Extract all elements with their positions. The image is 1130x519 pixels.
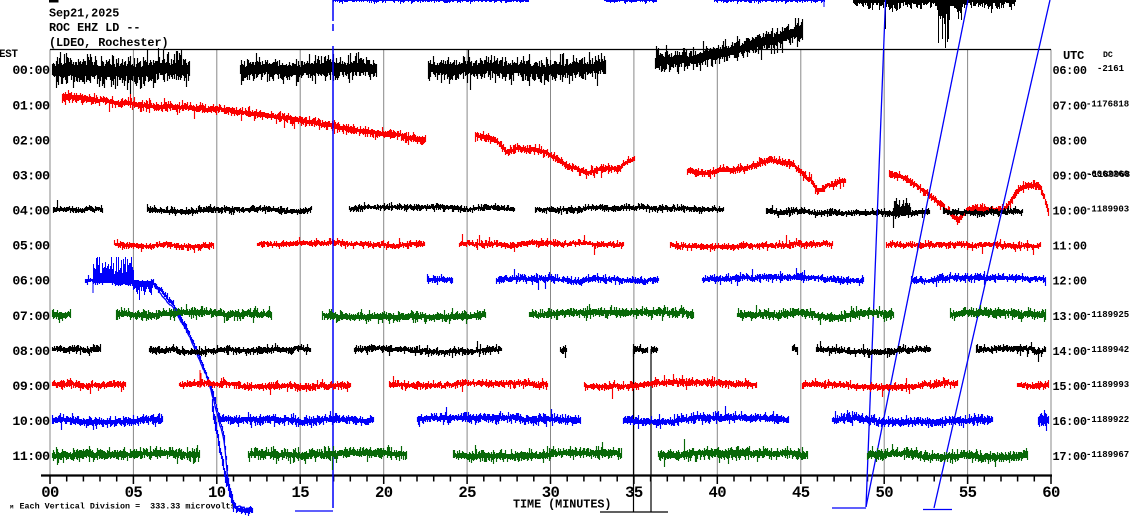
svg-text:Each Vertical Division = 333.: Each Vertical Division = 333.33 microvol… (20, 502, 236, 512)
svg-text:10: 10 (208, 484, 226, 502)
svg-text:35: 35 (625, 484, 643, 502)
svg-text:-1189922: -1189922 (1086, 415, 1129, 425)
svg-text:12:00: 12:00 (1053, 275, 1087, 289)
svg-text:EST: EST (0, 49, 19, 61)
svg-text:-1189903: -1189903 (1086, 205, 1129, 215)
svg-text:-1176818: -1176818 (1086, 99, 1129, 109)
svg-text:03:00: 03:00 (12, 169, 50, 184)
svg-text:09:00: 09:00 (12, 379, 50, 394)
svg-text:-1189968: -1189968 (1087, 170, 1130, 180)
svg-text:05:00: 05:00 (12, 239, 50, 254)
svg-text:55: 55 (959, 484, 977, 502)
svg-text:17:00: 17:00 (1053, 450, 1087, 464)
svg-text:-6062260: -6062260 (1086, 170, 1129, 180)
svg-text:06:00: 06:00 (12, 274, 50, 289)
svg-text:-2161: -2161 (1097, 64, 1125, 74)
svg-text:00:00: 00:00 (12, 63, 50, 78)
svg-text:M: M (10, 504, 14, 511)
svg-text:Sep21,2025: Sep21,2025 (49, 7, 119, 21)
svg-text:07:00: 07:00 (12, 309, 50, 324)
svg-text:-1189942: -1189942 (1086, 345, 1129, 355)
svg-text:10:00: 10:00 (12, 414, 50, 429)
svg-text:50: 50 (875, 484, 893, 502)
svg-text:25: 25 (458, 484, 476, 502)
svg-text:11:00: 11:00 (12, 449, 50, 464)
svg-text:-1189967: -1189967 (1086, 450, 1129, 460)
svg-text:09:00: 09:00 (1053, 170, 1087, 184)
svg-text:16:00: 16:00 (1053, 415, 1087, 429)
svg-text:20: 20 (375, 484, 393, 502)
svg-text:05: 05 (125, 484, 143, 502)
svg-text:11:00: 11:00 (1053, 240, 1087, 254)
svg-text:01:00: 01:00 (12, 98, 50, 113)
svg-text:60: 60 (1042, 484, 1060, 502)
svg-text:TIME (MINUTES): TIME (MINUTES) (513, 498, 611, 512)
svg-text:15: 15 (291, 484, 309, 502)
svg-text:ROC EHZ LD --: ROC EHZ LD -- (49, 21, 140, 35)
svg-text:08:00: 08:00 (1053, 134, 1087, 148)
svg-text:15:00: 15:00 (1053, 380, 1087, 394)
svg-text:14:00: 14:00 (1053, 345, 1087, 359)
svg-text:08:00: 08:00 (12, 344, 50, 359)
svg-text:30: 30 (542, 484, 560, 502)
svg-text:DC: DC (1103, 51, 1113, 60)
svg-text:45: 45 (792, 484, 810, 502)
svg-text:02:00: 02:00 (12, 133, 50, 148)
svg-text:13:00: 13:00 (1053, 310, 1087, 324)
svg-text:(LDEO, Rochester): (LDEO, Rochester) (49, 36, 169, 50)
svg-text:04:00: 04:00 (12, 204, 50, 219)
svg-text:-1189993: -1189993 (1086, 380, 1129, 390)
svg-text:06:00: 06:00 (1053, 64, 1087, 78)
svg-text:07:00: 07:00 (1053, 99, 1087, 113)
svg-text:40: 40 (709, 484, 727, 502)
svg-text:00: 00 (41, 484, 59, 502)
svg-text:-1189925: -1189925 (1086, 310, 1129, 320)
svg-text:UTC: UTC (1063, 49, 1084, 63)
svg-text:10:00: 10:00 (1053, 205, 1087, 219)
